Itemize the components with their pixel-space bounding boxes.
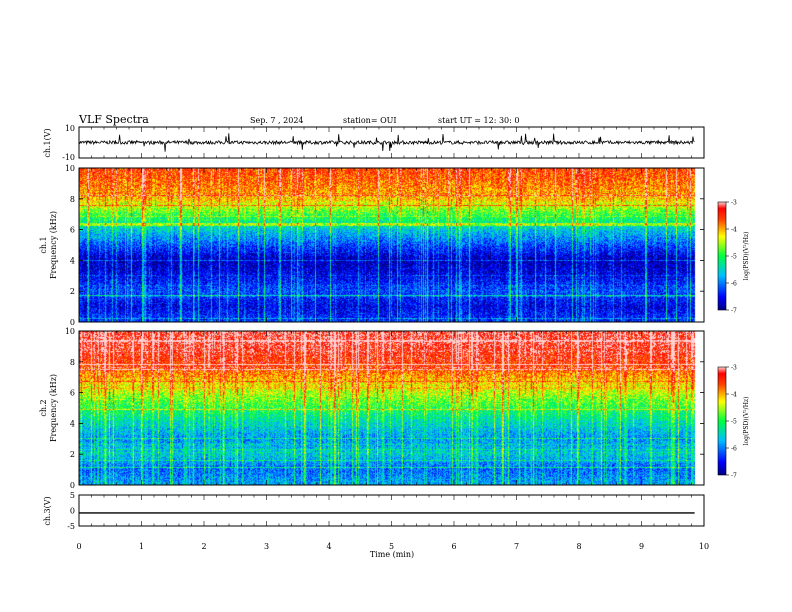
figure-title: VLF Spectra [78,113,149,126]
ch2-spec-ylabel-frequency: Frequency (kHz) [49,374,58,442]
colorbar-tick-label: -5 [731,419,737,426]
ch2-spectrogram-image [79,331,704,485]
colorbar-tick-label: -6 [731,281,737,288]
ch1-colorbar [717,201,727,311]
spec-ytick-label: 10 [65,327,75,336]
spec-ytick-label: 4 [70,256,75,265]
ch1-wave-ytick-top: 10 [65,124,75,133]
panel-minor-ticks [78,127,705,526]
station-label: station= OUI [343,116,397,125]
ch3-ytick-label: 0 [70,507,75,516]
time-tick-label: 7 [514,542,519,551]
ch1-waveform-panel: 10 -10 ch.1(V) [43,124,705,162]
time-tick-label: 4 [326,542,331,551]
ch1-wave-ytick-bottom: -10 [62,153,75,162]
colorbar-tick-label: -4 [731,392,737,399]
ch1-colorbar-label: log(PSD)(V²/Hz) [743,232,750,281]
ch2-spec-ylabel-channel: ch.2 [39,399,48,416]
spec-ytick-label: 6 [70,226,75,235]
colorbar-tick-label: -3 [731,200,737,207]
ch3-waveform-panel: 5 0 -5 ch.3(V) 0 1 2 3 4 5 6 7 8 9 10 Time (min) [43,491,709,559]
colorbar-tick-label: -6 [731,446,737,453]
ch1-spec-ylabel-frequency: Frequency (kHz) [49,211,58,279]
spec-ytick-label: 8 [70,358,75,367]
time-tick-label: 0 [76,542,81,551]
time-tick-label: 6 [451,542,456,551]
colorbar-tick-label: -7 [731,473,737,480]
spec-ytick-label: 10 [65,164,75,173]
ch1-waveform-trace [78,133,695,152]
ch1-colorbar-ticks: -3 -4 -5 -6 -7 [726,200,737,315]
time-tick-label: 2 [201,542,206,551]
spec-ytick-label: 4 [70,419,75,428]
spec-ytick-label: 8 [70,195,75,204]
time-tick-label: 1 [139,542,144,551]
spec-ytick-label: 6 [70,389,75,398]
ch3-wave-ylabel: ch.3(V) [43,496,52,525]
ch1-wave-ylabel: ch.1(V) [43,128,52,157]
colorbar-tick-label: -7 [731,308,737,315]
colorbar-tick-label: -5 [731,254,737,261]
ch1-spec-ylabel-channel: ch.1 [39,236,48,253]
time-axis-label: Time (min) [370,550,414,559]
spec-ytick-label: 0 [70,481,75,490]
time-tick-label: 9 [639,542,644,551]
time-tick-label: 8 [576,542,581,551]
spec-ytick-label: 2 [70,287,75,296]
ch2-spec-yticks: 0 2 4 6 8 10 [65,327,704,490]
ch3-ytick-label: 5 [70,491,75,500]
date-label: Sep. 7 , 2024 [250,116,304,125]
colorbar-tick-label: -4 [731,227,737,234]
ch3-wave-yticks: 5 0 -5 [67,491,75,531]
time-tick-label: 10 [699,542,709,551]
ch3-ytick-label: -5 [67,522,75,531]
spec-ytick-label: 2 [70,450,75,459]
ch2-colorbar [717,366,727,476]
ch1-spectrogram-image [79,168,704,322]
colorbar-tick-label: -3 [731,365,737,372]
time-tick-label: 5 [389,542,394,551]
start-time-label: start UT = 12: 30: 0 [438,116,519,125]
time-tick-label: 3 [264,542,269,551]
ch2-colorbar-ticks: -3 -4 -5 -6 -7 [726,365,737,480]
ch1-spec-yticks: 0 2 4 6 8 10 [65,164,704,327]
ch2-colorbar-label: log(PSD)(V²/Hz) [743,397,750,446]
spec-ytick-label: 0 [70,318,75,327]
time-axis-ticks: 0 1 2 3 4 5 6 7 8 9 10 [76,542,709,551]
